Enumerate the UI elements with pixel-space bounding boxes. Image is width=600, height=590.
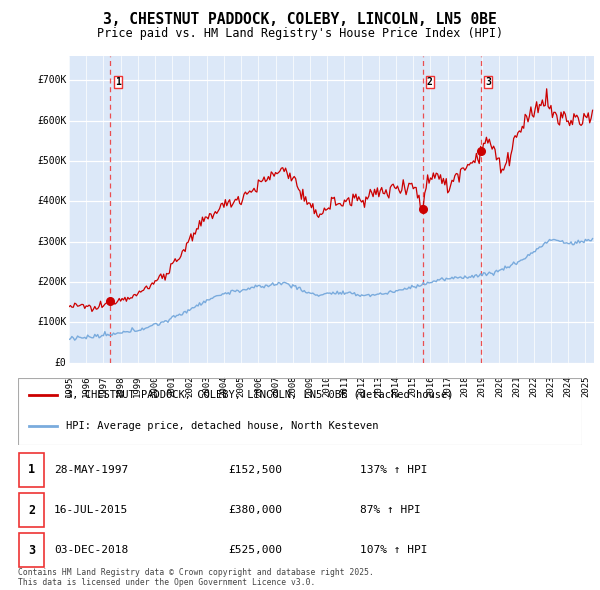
Text: 2010: 2010 xyxy=(323,375,332,396)
Text: £200K: £200K xyxy=(37,277,67,287)
Text: 2023: 2023 xyxy=(547,375,556,396)
Text: 1998: 1998 xyxy=(116,375,125,396)
Text: 2014: 2014 xyxy=(392,375,401,396)
Text: £380,000: £380,000 xyxy=(228,505,282,515)
Text: £700K: £700K xyxy=(37,76,67,86)
Text: 2015: 2015 xyxy=(409,375,418,396)
Text: £152,500: £152,500 xyxy=(228,465,282,475)
Text: 2013: 2013 xyxy=(374,375,383,396)
Text: 3, CHESTNUT PADDOCK, COLEBY, LINCOLN, LN5 0BE: 3, CHESTNUT PADDOCK, COLEBY, LINCOLN, LN… xyxy=(103,12,497,27)
Text: 2021: 2021 xyxy=(512,375,521,396)
Text: 2025: 2025 xyxy=(581,375,590,396)
Text: 3: 3 xyxy=(485,77,491,87)
Text: 2006: 2006 xyxy=(254,375,263,396)
Text: 1997: 1997 xyxy=(99,375,108,396)
Text: 2000: 2000 xyxy=(151,375,160,396)
Text: 03-DEC-2018: 03-DEC-2018 xyxy=(54,545,128,555)
Text: £100K: £100K xyxy=(37,317,67,327)
Text: 1995: 1995 xyxy=(65,375,74,396)
Text: £500K: £500K xyxy=(37,156,67,166)
Text: 2022: 2022 xyxy=(529,375,538,396)
Text: 2002: 2002 xyxy=(185,375,194,396)
Text: 16-JUL-2015: 16-JUL-2015 xyxy=(54,505,128,515)
Text: 1: 1 xyxy=(28,463,35,477)
Text: £600K: £600K xyxy=(37,116,67,126)
Text: 3: 3 xyxy=(28,543,35,557)
Text: 2024: 2024 xyxy=(563,375,572,396)
Text: 2008: 2008 xyxy=(288,375,297,396)
Text: 2007: 2007 xyxy=(271,375,280,396)
Text: 2: 2 xyxy=(28,503,35,517)
Text: Contains HM Land Registry data © Crown copyright and database right 2025.
This d: Contains HM Land Registry data © Crown c… xyxy=(18,568,374,587)
Text: 2020: 2020 xyxy=(495,375,504,396)
Text: £525,000: £525,000 xyxy=(228,545,282,555)
Text: HPI: Average price, detached house, North Kesteven: HPI: Average price, detached house, Nort… xyxy=(66,421,379,431)
Text: 2003: 2003 xyxy=(202,375,211,396)
Text: 1996: 1996 xyxy=(82,375,91,396)
Text: 2005: 2005 xyxy=(236,375,245,396)
Text: 137% ↑ HPI: 137% ↑ HPI xyxy=(360,465,427,475)
Text: Price paid vs. HM Land Registry's House Price Index (HPI): Price paid vs. HM Land Registry's House … xyxy=(97,27,503,40)
Text: 1: 1 xyxy=(115,77,121,87)
Text: 2016: 2016 xyxy=(426,375,435,396)
Text: 2012: 2012 xyxy=(357,375,366,396)
Text: 2004: 2004 xyxy=(220,375,229,396)
Text: 1999: 1999 xyxy=(133,375,142,396)
Text: 107% ↑ HPI: 107% ↑ HPI xyxy=(360,545,427,555)
Text: 2001: 2001 xyxy=(168,375,177,396)
Text: 2: 2 xyxy=(427,77,433,87)
Text: 2017: 2017 xyxy=(443,375,452,396)
Text: 2009: 2009 xyxy=(305,375,314,396)
Text: £400K: £400K xyxy=(37,196,67,206)
Text: 2018: 2018 xyxy=(460,375,469,396)
Text: 28-MAY-1997: 28-MAY-1997 xyxy=(54,465,128,475)
Text: 2011: 2011 xyxy=(340,375,349,396)
Text: 2019: 2019 xyxy=(478,375,487,396)
Text: £0: £0 xyxy=(55,358,67,368)
Text: £300K: £300K xyxy=(37,237,67,247)
Text: 3, CHESTNUT PADDOCK, COLEBY, LINCOLN, LN5 0BE (detached house): 3, CHESTNUT PADDOCK, COLEBY, LINCOLN, LN… xyxy=(66,389,454,399)
Text: 87% ↑ HPI: 87% ↑ HPI xyxy=(360,505,421,515)
